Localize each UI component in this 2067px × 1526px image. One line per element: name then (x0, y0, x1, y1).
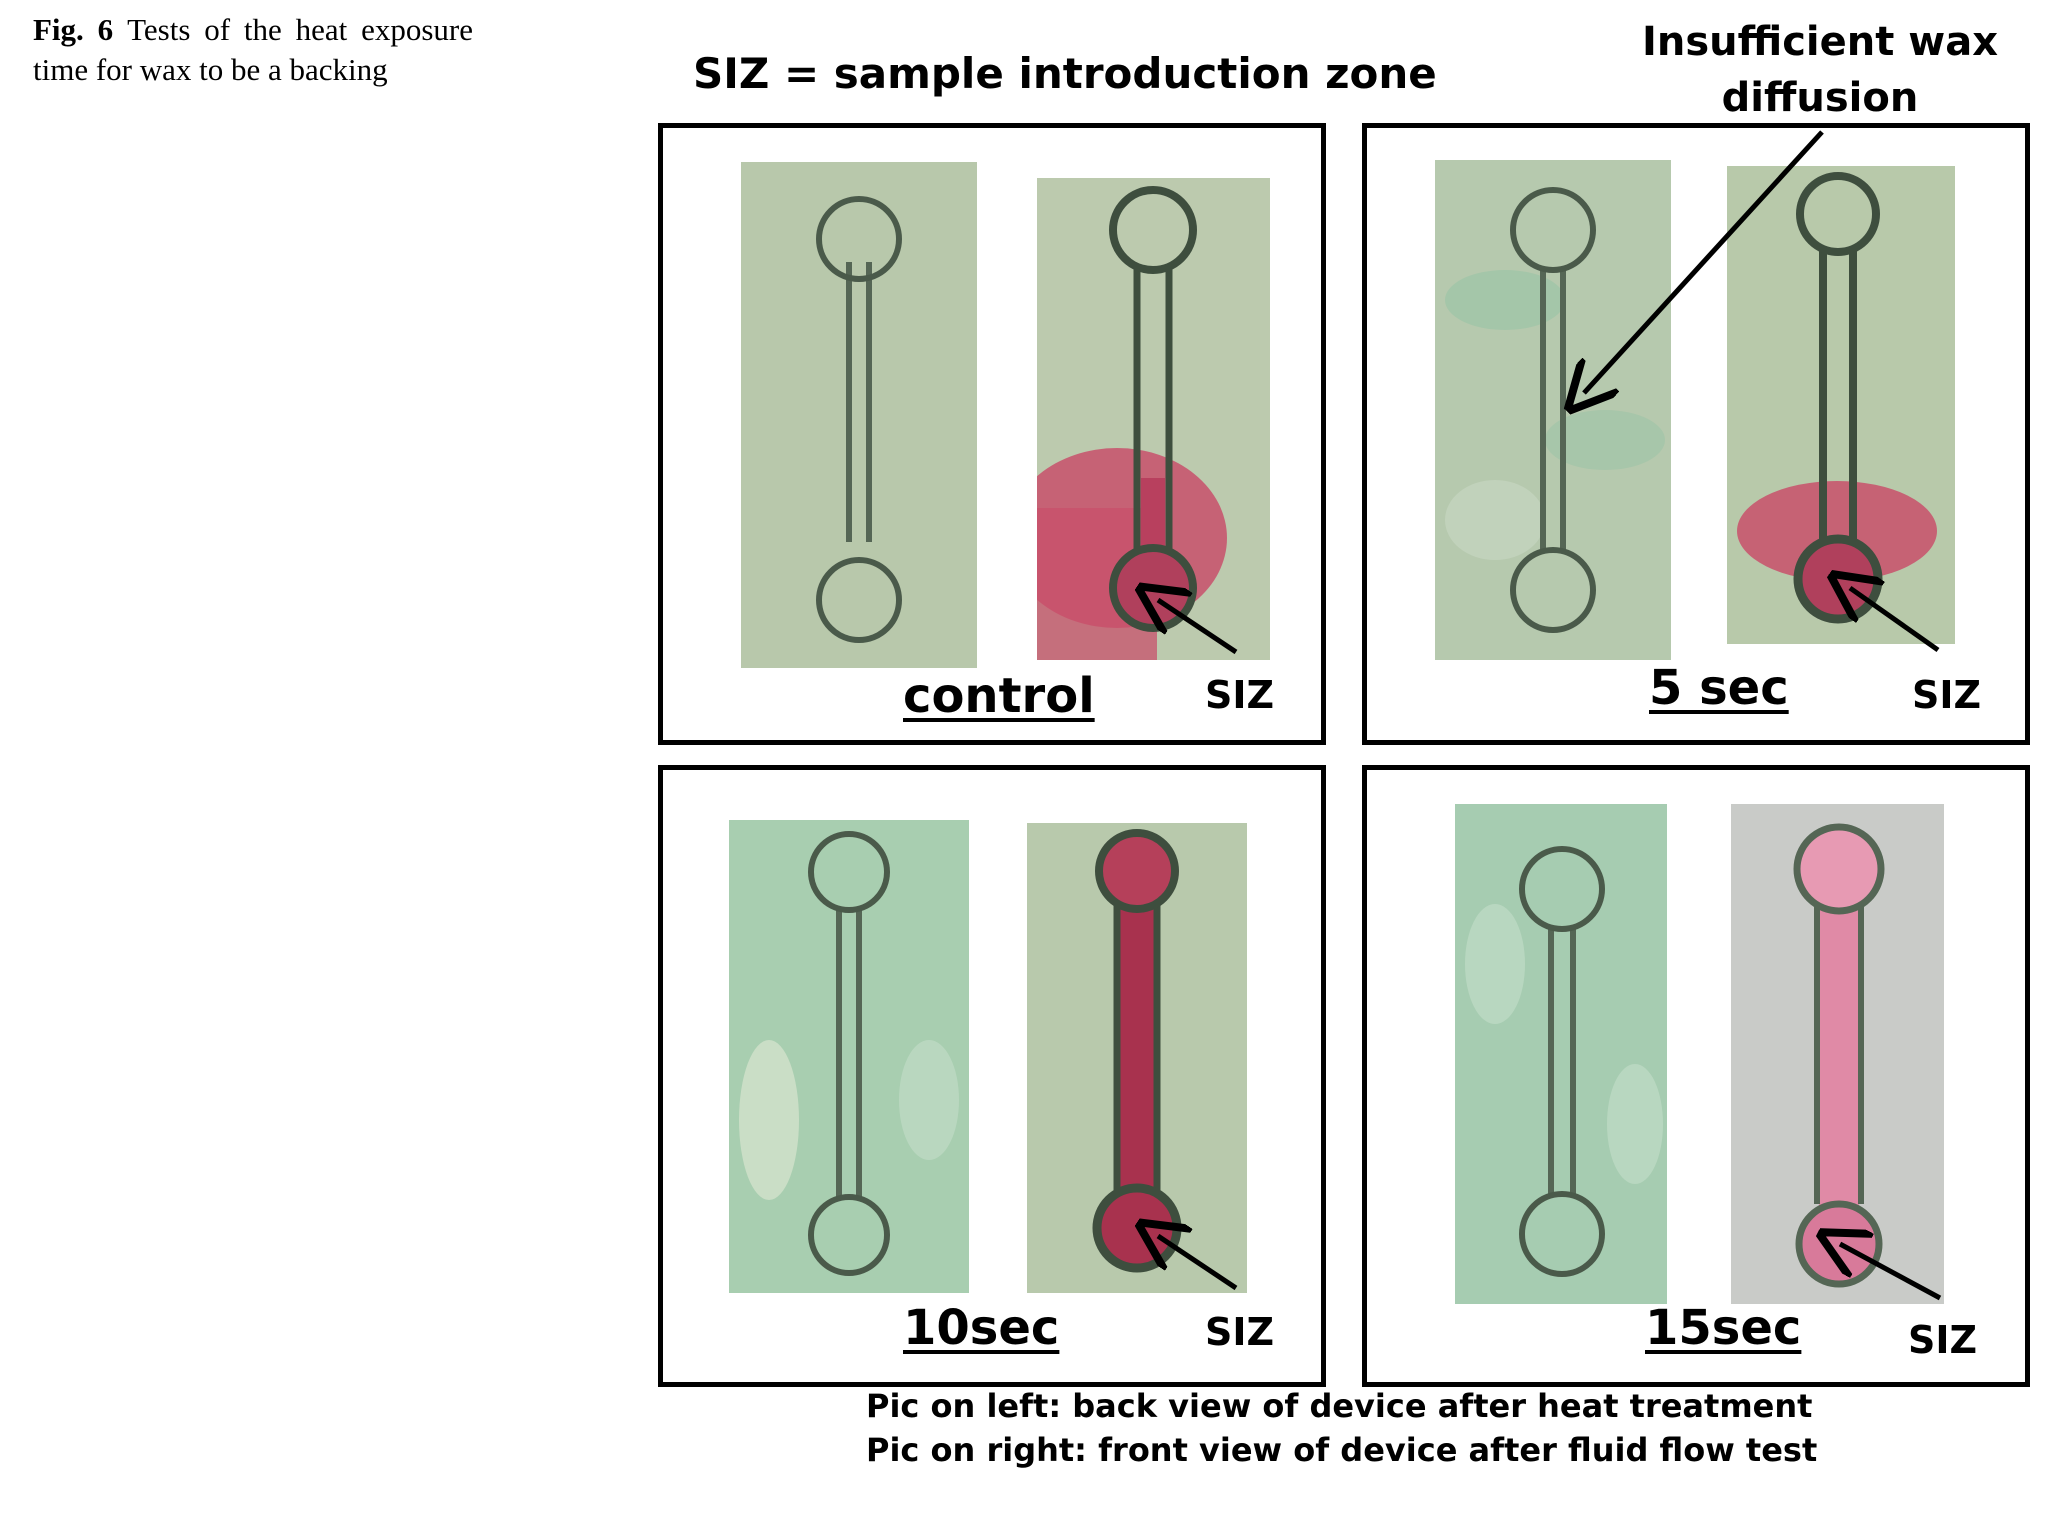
view-explanation-left: Pic on left: back view of device after h… (866, 1387, 1813, 1425)
panel-5-sec: 5 sec SIZ (1362, 123, 2030, 745)
device-outline-with-dye (1037, 186, 1227, 660)
front-view-strip (1037, 178, 1270, 660)
front-view-strip (1727, 166, 1955, 644)
siz-label: SIZ (1205, 1310, 1275, 1354)
siz-definition: SIZ = sample introduction zone (693, 49, 1437, 98)
figure-label: Fig. 6 (33, 12, 114, 47)
device-outline-with-dye (1793, 823, 1885, 1288)
device-outline (1465, 846, 1663, 1277)
panel-10-sec: 10sec SIZ (658, 765, 1326, 1387)
device-outline (816, 196, 902, 643)
device-outline (1445, 187, 1665, 633)
siz-label: SIZ (1912, 673, 1982, 717)
back-view-strip (729, 820, 969, 1293)
siz-label: SIZ (1205, 673, 1275, 717)
view-explanation-right: Pic on right: front view of device after… (866, 1431, 1818, 1469)
annotation-line-1: Insufficient wax (1641, 19, 1999, 65)
figure-caption: Fig. 6 Tests of the heat exposure time fo… (33, 10, 473, 90)
device-outline-with-dye (1092, 829, 1182, 1273)
device-outline-with-dye (1737, 172, 1937, 624)
back-view-strip (1455, 804, 1667, 1304)
back-view-strip (1435, 160, 1671, 660)
device-outline (739, 831, 959, 1276)
annotation-line-2: diffusion (1721, 75, 1919, 121)
insufficient-wax-annotation: Insufficient wax diffusion (1600, 14, 2040, 126)
panel-label: 5 sec (1649, 660, 1789, 716)
panel-label: 10sec (903, 1300, 1060, 1356)
front-view-strip (1027, 823, 1247, 1293)
panel-label: control (903, 668, 1095, 724)
view-explanation: Pic on left: back view of device after h… (866, 1384, 1817, 1472)
front-view-strip (1731, 804, 1944, 1304)
figure-caption-text: Tests of the heat exposure time for wax … (33, 12, 473, 87)
panel-control: control SIZ (658, 123, 1326, 745)
panel-15-sec: 15sec SIZ (1362, 765, 2030, 1387)
siz-label: SIZ (1908, 1318, 1978, 1362)
back-view-strip (741, 162, 977, 668)
panel-label: 15sec (1645, 1300, 1802, 1356)
